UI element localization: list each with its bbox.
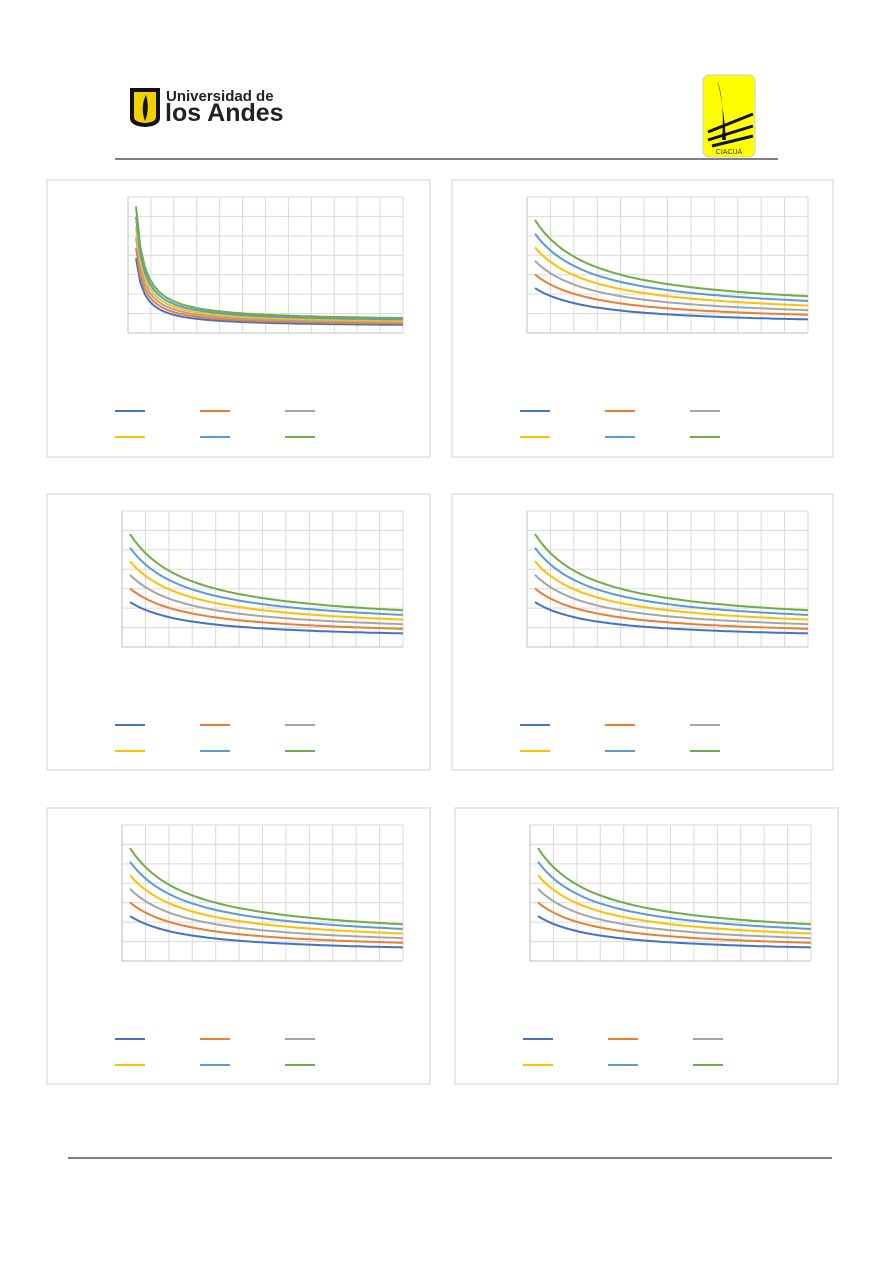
- curve: [537, 888, 812, 940]
- curve: [534, 246, 809, 307]
- curve: [534, 587, 809, 630]
- curve: [135, 206, 403, 319]
- curve: [537, 901, 812, 944]
- curve: [537, 861, 812, 930]
- chart: [451, 493, 834, 771]
- curve: [135, 216, 404, 321]
- logo-lines: [707, 112, 754, 148]
- curve: [129, 915, 404, 949]
- shield-mark: [142, 95, 148, 121]
- curve: [537, 847, 812, 926]
- curve: [129, 574, 404, 626]
- chart: [46, 807, 431, 1085]
- curve: [537, 915, 812, 949]
- curve: [129, 560, 404, 621]
- curve: [129, 533, 404, 612]
- ciacua-logo: CIACUA: [702, 74, 756, 158]
- curve: [129, 601, 404, 635]
- curve: [534, 233, 809, 302]
- chart: [454, 807, 839, 1085]
- curve: [534, 601, 809, 635]
- chart: [451, 179, 834, 458]
- curve: [135, 227, 404, 322]
- curve: [534, 219, 809, 298]
- curve: [534, 260, 809, 312]
- university-logo: Universidad de los Andes: [130, 88, 284, 127]
- curve: [129, 861, 404, 930]
- charts: [46, 179, 839, 1085]
- curve: [129, 888, 404, 940]
- curve: [534, 287, 809, 321]
- curve: [135, 258, 403, 326]
- curve: [129, 874, 404, 935]
- curve: [135, 237, 403, 324]
- curve: [129, 847, 404, 926]
- curve: [534, 547, 809, 616]
- curve: [135, 247, 404, 325]
- curve: [534, 533, 809, 612]
- logo-text: CIACUA: [716, 149, 743, 156]
- curve: [129, 547, 404, 616]
- curve: [129, 901, 404, 944]
- curve: [534, 574, 809, 626]
- curve: [534, 560, 809, 621]
- university-name: Universidad de: [166, 88, 274, 105]
- curve: [129, 587, 404, 630]
- chart: [46, 179, 431, 458]
- curve: [534, 273, 809, 316]
- curve: [537, 874, 812, 935]
- university-name: los Andes: [165, 99, 284, 127]
- chart: [46, 493, 431, 771]
